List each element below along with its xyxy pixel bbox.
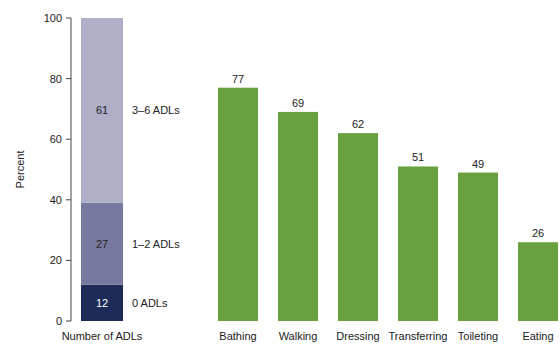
- series-label: 1–2 ADLs: [132, 238, 180, 250]
- bar: [458, 173, 498, 321]
- bars-0: [81, 18, 123, 321]
- y-tick-label: 0: [56, 315, 62, 327]
- x-tick-label: Bathing: [219, 330, 256, 342]
- x-tick-label: Dressing: [336, 330, 379, 342]
- y-tick: [66, 260, 71, 261]
- y-tick-label: 60: [50, 133, 62, 145]
- y-tick: [66, 321, 71, 322]
- data-label: 62: [352, 118, 364, 130]
- bar: [518, 242, 558, 321]
- bar: [218, 88, 258, 321]
- data-label: 12: [96, 297, 108, 309]
- data-label: 77: [232, 73, 244, 85]
- bar-segment: [81, 285, 123, 321]
- x-tick-label: Transferring: [389, 330, 448, 342]
- y-tick: [66, 139, 71, 140]
- bar-segment: [81, 203, 123, 285]
- data-label: 51: [412, 151, 424, 163]
- data-label: 26: [532, 227, 544, 239]
- x-tick-label: Number of ADLs: [62, 330, 143, 342]
- y-axis-line: [71, 18, 72, 321]
- data-label: 61: [96, 104, 108, 116]
- series-label: 3–6 ADLs: [132, 104, 180, 116]
- bar-segment: [81, 18, 123, 203]
- data-label: 69: [292, 97, 304, 109]
- data-label: 27: [96, 238, 108, 250]
- x-tick-label: Eating: [522, 330, 553, 342]
- y-tick-label: 100: [44, 12, 62, 24]
- bar: [278, 112, 318, 321]
- bar: [338, 133, 378, 321]
- x-tick-label: Walking: [279, 330, 318, 342]
- labels-1: 77 69 62 51 49 26: [232, 73, 544, 240]
- bars-1: [218, 88, 558, 321]
- y-tick-label: 20: [50, 254, 62, 266]
- chart-canvas: 12 0 ADLs 27 1–2 ADLs 61 3–6 ADLs 0 20 40 60 80 100…: [0, 0, 560, 353]
- labels-0: 12 0 ADLs 27 1–2 ADLs 61 3–6 ADLs: [96, 104, 180, 308]
- data-label: 49: [472, 158, 484, 170]
- y-tick: [66, 199, 71, 200]
- y-tick-label: 40: [50, 194, 62, 206]
- y-tick: [66, 18, 71, 19]
- y-tick: [66, 78, 71, 79]
- bar: [398, 166, 438, 321]
- x-tick-label: Toileting: [458, 330, 498, 342]
- y-axis-label: Percent: [14, 151, 26, 189]
- y-tick-label: 80: [50, 73, 62, 85]
- series-label: 0 ADLs: [132, 297, 168, 309]
